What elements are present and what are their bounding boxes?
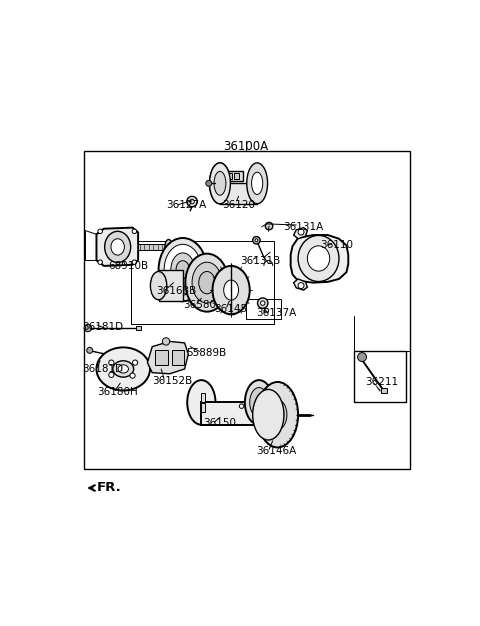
Text: 68910B: 68910B bbox=[108, 261, 148, 271]
Bar bbox=[138, 244, 168, 250]
Text: 36131B: 36131B bbox=[240, 256, 281, 266]
Circle shape bbox=[87, 347, 93, 353]
Text: FR.: FR. bbox=[97, 481, 122, 495]
Ellipse shape bbox=[176, 260, 190, 279]
Circle shape bbox=[358, 352, 367, 361]
Ellipse shape bbox=[224, 280, 239, 300]
Bar bbox=[381, 388, 387, 393]
Bar bbox=[220, 183, 257, 204]
Circle shape bbox=[261, 301, 265, 305]
Ellipse shape bbox=[192, 262, 222, 303]
Ellipse shape bbox=[247, 163, 267, 204]
Ellipse shape bbox=[250, 387, 268, 418]
Ellipse shape bbox=[111, 239, 124, 255]
Ellipse shape bbox=[96, 347, 150, 391]
Circle shape bbox=[298, 283, 304, 289]
Ellipse shape bbox=[214, 172, 226, 195]
Circle shape bbox=[258, 298, 268, 309]
Text: 36145: 36145 bbox=[215, 304, 248, 314]
Text: 36152B: 36152B bbox=[152, 376, 192, 386]
Ellipse shape bbox=[150, 272, 167, 300]
Circle shape bbox=[298, 229, 304, 235]
Ellipse shape bbox=[187, 380, 216, 425]
Text: 36120: 36120 bbox=[222, 200, 255, 210]
Polygon shape bbox=[290, 235, 348, 283]
Bar bbox=[172, 351, 183, 365]
Text: 36131A: 36131A bbox=[283, 222, 324, 232]
Polygon shape bbox=[96, 228, 138, 266]
Circle shape bbox=[130, 373, 135, 378]
Ellipse shape bbox=[165, 240, 172, 254]
Text: 36580: 36580 bbox=[183, 300, 216, 310]
Polygon shape bbox=[147, 341, 188, 374]
Ellipse shape bbox=[164, 244, 202, 295]
Polygon shape bbox=[294, 228, 307, 239]
Bar bbox=[202, 403, 259, 425]
Text: 36168B: 36168B bbox=[156, 286, 196, 296]
Ellipse shape bbox=[257, 382, 298, 448]
Bar bbox=[354, 351, 406, 402]
Ellipse shape bbox=[185, 254, 228, 312]
Text: 36211: 36211 bbox=[365, 377, 398, 387]
Bar bbox=[226, 171, 243, 182]
Bar bbox=[131, 240, 274, 324]
Ellipse shape bbox=[158, 238, 207, 301]
Text: 36110: 36110 bbox=[321, 240, 353, 250]
Bar bbox=[136, 326, 141, 331]
Bar bbox=[234, 173, 240, 179]
Circle shape bbox=[240, 404, 244, 408]
Circle shape bbox=[109, 372, 114, 377]
Circle shape bbox=[252, 237, 260, 244]
Ellipse shape bbox=[245, 380, 273, 425]
Circle shape bbox=[84, 324, 92, 332]
Ellipse shape bbox=[307, 246, 330, 271]
Ellipse shape bbox=[268, 400, 287, 429]
Ellipse shape bbox=[252, 172, 263, 195]
Text: 36181D: 36181D bbox=[83, 322, 123, 332]
Circle shape bbox=[190, 199, 194, 204]
Polygon shape bbox=[294, 279, 307, 290]
Ellipse shape bbox=[199, 272, 215, 294]
Text: 55889B: 55889B bbox=[186, 347, 227, 357]
Text: 36127A: 36127A bbox=[166, 200, 206, 210]
Circle shape bbox=[132, 260, 137, 264]
Text: 36181D: 36181D bbox=[83, 364, 123, 374]
Circle shape bbox=[206, 180, 212, 187]
Circle shape bbox=[265, 222, 273, 230]
Circle shape bbox=[109, 360, 114, 365]
Circle shape bbox=[187, 197, 197, 207]
Bar bbox=[227, 173, 232, 179]
Circle shape bbox=[98, 229, 102, 233]
Ellipse shape bbox=[213, 266, 250, 314]
Ellipse shape bbox=[210, 163, 230, 204]
Circle shape bbox=[264, 309, 269, 313]
Ellipse shape bbox=[298, 235, 339, 282]
Bar bbox=[155, 351, 168, 365]
Ellipse shape bbox=[118, 365, 129, 373]
Text: 36180H: 36180H bbox=[97, 387, 138, 398]
Circle shape bbox=[132, 360, 138, 365]
Bar bbox=[84, 151, 410, 469]
Circle shape bbox=[98, 260, 102, 264]
Bar bbox=[246, 299, 281, 319]
Text: 36137A: 36137A bbox=[256, 308, 297, 318]
Ellipse shape bbox=[252, 389, 284, 440]
Bar bbox=[201, 393, 205, 403]
Text: 36146A: 36146A bbox=[256, 446, 297, 456]
Bar bbox=[158, 270, 183, 301]
Circle shape bbox=[132, 229, 137, 233]
Text: 36100A: 36100A bbox=[223, 140, 269, 153]
Ellipse shape bbox=[210, 163, 230, 204]
Ellipse shape bbox=[113, 361, 133, 377]
Circle shape bbox=[162, 337, 170, 345]
Ellipse shape bbox=[171, 253, 195, 286]
Ellipse shape bbox=[105, 232, 131, 262]
Circle shape bbox=[255, 239, 258, 242]
Text: 36150: 36150 bbox=[203, 418, 236, 428]
Bar bbox=[201, 403, 205, 412]
